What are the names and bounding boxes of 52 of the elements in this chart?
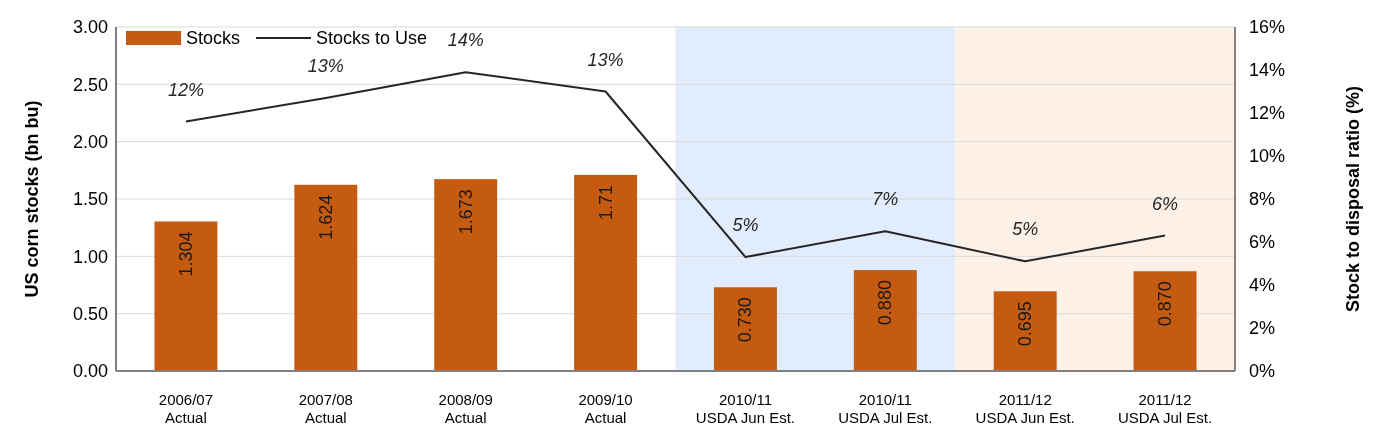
y2-tick-label: 2% <box>1249 318 1276 339</box>
x-tick-label: 2011/12 USDA Jun Est. <box>975 391 1075 426</box>
y2-tick-label: 4% <box>1249 275 1276 296</box>
data-label: 6% <box>1152 193 1179 214</box>
data-label: 0.870 <box>1155 281 1176 327</box>
y2-tick-label: 6% <box>1249 232 1276 253</box>
y2-tick-label: 16% <box>1249 17 1286 38</box>
x-tick-label: 2010/11 USDA Jun Est. <box>695 391 796 426</box>
y-tick-label: 0.00 <box>72 361 108 382</box>
bar <box>853 270 917 371</box>
y-tick-label: 1.00 <box>72 246 108 267</box>
y2-tick-label: 0% <box>1249 361 1276 382</box>
data-label: 1.304 <box>175 231 196 277</box>
legend-label: Stocks to Use <box>316 28 428 49</box>
data-label: 12% <box>167 79 204 100</box>
data-label: 1.673 <box>455 189 476 235</box>
data-label: 0.880 <box>875 280 896 326</box>
x-tick-label: 2008/09 Actual <box>438 391 493 426</box>
x-tick-label: 2010/11 USDA Jul Est. <box>838 391 933 426</box>
y-tick-label: 2.00 <box>72 131 108 152</box>
bar <box>294 184 358 371</box>
x-tick-label: 2011/12 USDA Jul Est. <box>1117 391 1213 426</box>
y2-tick-label: 10% <box>1249 146 1286 167</box>
data-label: 13% <box>307 55 344 76</box>
y2-tick-label: 14% <box>1249 60 1286 81</box>
data-label: 0.730 <box>735 297 756 343</box>
data-label: 0.695 <box>1015 301 1036 347</box>
y2-tick-label: 12% <box>1249 103 1286 124</box>
data-label: 1.71 <box>595 184 616 220</box>
y-tick-label: 1.50 <box>72 189 108 210</box>
y-tick-label: 3.00 <box>72 17 108 38</box>
y2-tick-label: 8% <box>1249 189 1276 210</box>
bar <box>434 179 498 371</box>
x-tick-label: 2009/10 Actual <box>578 391 633 426</box>
bar <box>574 174 638 371</box>
y-tick-label: 2.50 <box>72 74 108 95</box>
legend-label: Stocks <box>186 28 241 49</box>
x-tick-label: 2007/08 Actual <box>298 391 353 426</box>
y-axis-title: US corn stocks (bn bu) <box>22 100 42 298</box>
y2-axis-title: Stock to disposal ratio (%) <box>1343 85 1363 313</box>
bar <box>154 221 218 371</box>
data-label: 5% <box>1012 219 1039 240</box>
x-tick-label: 2006/07 Actual <box>158 391 214 426</box>
y-tick-label: 0.50 <box>72 303 108 324</box>
bar <box>993 291 1057 371</box>
bar <box>1133 271 1197 371</box>
data-label: 14% <box>447 30 484 51</box>
data-label: 5% <box>732 215 759 236</box>
data-label: 7% <box>872 189 899 210</box>
bar <box>713 287 777 371</box>
data-label: 13% <box>587 49 624 70</box>
data-label: 1.624 <box>315 194 336 240</box>
